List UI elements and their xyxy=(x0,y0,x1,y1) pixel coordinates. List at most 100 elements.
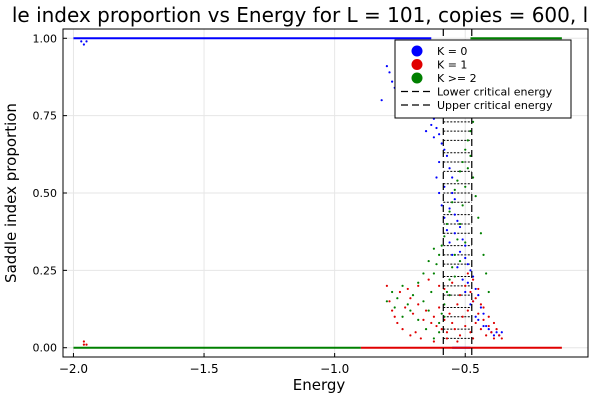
data-point xyxy=(464,241,467,244)
data-point xyxy=(430,123,433,127)
data-point xyxy=(417,318,420,321)
data-point xyxy=(385,284,388,287)
data-point xyxy=(471,120,475,123)
data-point xyxy=(409,309,412,312)
data-point xyxy=(432,340,435,343)
data-point xyxy=(495,328,498,331)
data-point xyxy=(479,328,483,331)
data-point xyxy=(477,287,480,291)
legend-marker xyxy=(411,45,423,57)
data-point xyxy=(458,294,462,297)
chart-title: le index proportion vs Energy for L = 10… xyxy=(12,3,588,27)
data-point xyxy=(396,297,399,300)
legend-label: K >= 2 xyxy=(437,72,477,85)
data-point xyxy=(430,290,433,294)
data-point xyxy=(406,303,409,306)
data-point xyxy=(82,343,85,346)
data-point xyxy=(451,253,454,256)
data-point xyxy=(391,290,394,294)
data-point xyxy=(464,290,467,294)
data-point xyxy=(422,272,425,275)
data-point xyxy=(458,250,462,253)
data-point xyxy=(474,297,477,300)
data-point xyxy=(388,71,391,74)
data-point xyxy=(448,207,451,210)
data-point xyxy=(456,266,459,269)
data-point xyxy=(498,334,501,337)
data-point xyxy=(453,198,456,201)
data-point xyxy=(380,99,383,102)
data-point xyxy=(422,318,425,321)
x-axis-ticks: −2.0 −1.5 −1.0 −0.5 xyxy=(59,353,480,376)
data-point xyxy=(432,337,435,340)
data-point xyxy=(492,334,496,337)
data-point xyxy=(427,278,430,281)
data-point xyxy=(82,43,85,46)
x-tick-label: −1.0 xyxy=(320,362,349,376)
data-point xyxy=(432,272,435,275)
data-point xyxy=(424,130,428,133)
data-point xyxy=(466,263,469,266)
data-point xyxy=(471,275,475,278)
data-point xyxy=(479,232,483,235)
data-point xyxy=(401,284,404,287)
legend-label: K = 1 xyxy=(437,59,467,72)
data-point xyxy=(482,306,485,309)
data-point xyxy=(451,191,454,195)
data-point xyxy=(456,238,459,241)
data-point xyxy=(445,154,449,157)
legend-marker xyxy=(411,59,423,70)
data-point xyxy=(417,303,420,306)
data-point xyxy=(485,324,488,328)
data-point xyxy=(453,232,456,235)
data-point xyxy=(456,219,459,222)
x-axis-label: Energy xyxy=(293,376,346,394)
data-point xyxy=(482,312,485,315)
data-point xyxy=(466,139,469,142)
data-point xyxy=(451,321,454,325)
data-point xyxy=(411,294,415,297)
data-point xyxy=(438,306,441,309)
data-point xyxy=(432,315,435,318)
data-point xyxy=(466,272,469,275)
data-point xyxy=(458,334,462,337)
data-point xyxy=(453,188,456,192)
data-point xyxy=(445,222,449,226)
y-tick-label: 1.00 xyxy=(33,32,58,45)
data-point xyxy=(464,284,467,287)
data-point xyxy=(469,130,472,133)
data-point xyxy=(451,176,454,179)
data-point xyxy=(448,278,451,281)
data-point xyxy=(445,229,449,232)
data-point xyxy=(448,241,451,244)
data-point xyxy=(440,244,443,247)
data-point xyxy=(466,167,469,170)
y-tick-label: 0.25 xyxy=(33,264,58,277)
data-point xyxy=(435,176,438,179)
data-point xyxy=(430,321,433,325)
data-point xyxy=(458,225,462,229)
data-point xyxy=(474,321,477,325)
data-point xyxy=(445,331,449,334)
data-point xyxy=(453,253,456,256)
data-point xyxy=(438,284,441,287)
data-point xyxy=(85,343,88,346)
data-point xyxy=(440,312,443,315)
horizontal-bands xyxy=(73,37,562,349)
data-point xyxy=(432,247,435,250)
data-point xyxy=(500,331,503,334)
data-point xyxy=(406,287,409,291)
data-point xyxy=(388,300,391,303)
y-axis-ticks: 0.00 0.25 0.50 0.75 1.00 xyxy=(33,32,67,355)
data-point xyxy=(464,185,467,188)
data-point xyxy=(485,272,488,275)
data-point xyxy=(435,324,438,328)
data-point xyxy=(487,290,490,294)
data-point xyxy=(461,160,464,164)
data-point xyxy=(445,290,449,294)
data-point xyxy=(438,160,441,164)
data-point xyxy=(453,328,456,331)
data-point xyxy=(469,303,472,306)
data-point xyxy=(474,287,477,291)
